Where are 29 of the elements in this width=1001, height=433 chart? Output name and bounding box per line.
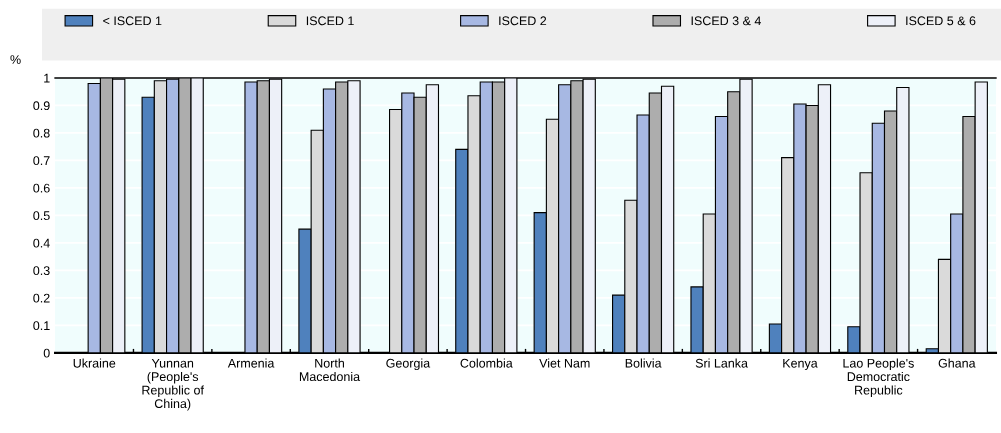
x-tick-label: Armenia bbox=[227, 358, 275, 368]
y-tick-label: 0.1 bbox=[33, 321, 50, 331]
x-tick-label: Kenya bbox=[783, 358, 818, 371]
x-tick-label: Georgia bbox=[386, 358, 431, 371]
legend-label: < ISCED 1 bbox=[103, 16, 162, 26]
y-tick-label: 0 bbox=[43, 348, 50, 358]
x-tick-label: Lao People's Democratic Republic bbox=[843, 358, 914, 398]
y-tick-label: 0.6 bbox=[33, 183, 50, 193]
legend-label: ISCED 1 bbox=[306, 16, 354, 26]
x-tick-label: Sri Lanka bbox=[695, 358, 748, 368]
x-tick-label: Viet Nam bbox=[539, 358, 590, 368]
y-tick-label: 0.2 bbox=[33, 293, 50, 303]
x-tick-label: Yunnan (People's Republic of China) bbox=[142, 358, 204, 411]
y-tick-label: 0.8 bbox=[33, 128, 50, 138]
x-tick-label: Bolivia bbox=[625, 358, 662, 368]
x-tick-label: North Macedonia bbox=[299, 358, 361, 382]
x-tick-label: Colombia bbox=[460, 358, 513, 368]
x-tick-label: Ukraine bbox=[73, 358, 116, 368]
y-axis-title: % bbox=[10, 55, 21, 64]
y-tick-label: 0.9 bbox=[33, 101, 50, 111]
y-tick-label: 1 bbox=[44, 73, 50, 83]
legend-label: ISCED 2 bbox=[499, 16, 547, 26]
y-tick-label: 0.5 bbox=[33, 211, 50, 221]
y-tick-label: 0.7 bbox=[33, 156, 50, 166]
x-tick-label: Ghana bbox=[938, 358, 976, 368]
legend-label: ISCED 5 & 6 bbox=[906, 16, 976, 26]
legend-label: ISCED 3 & 4 bbox=[691, 16, 761, 26]
y-tick-label: 0.4 bbox=[33, 238, 50, 248]
y-tick-label: 0.3 bbox=[33, 266, 50, 276]
